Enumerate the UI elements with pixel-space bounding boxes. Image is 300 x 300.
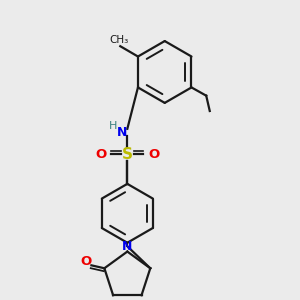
Text: O: O (80, 255, 92, 268)
Text: S: S (122, 147, 133, 162)
Text: O: O (95, 148, 106, 161)
Text: N: N (122, 240, 133, 253)
Text: N: N (117, 126, 127, 139)
Text: CH₃: CH₃ (109, 35, 128, 45)
Text: H: H (108, 121, 117, 131)
Text: O: O (148, 148, 160, 161)
